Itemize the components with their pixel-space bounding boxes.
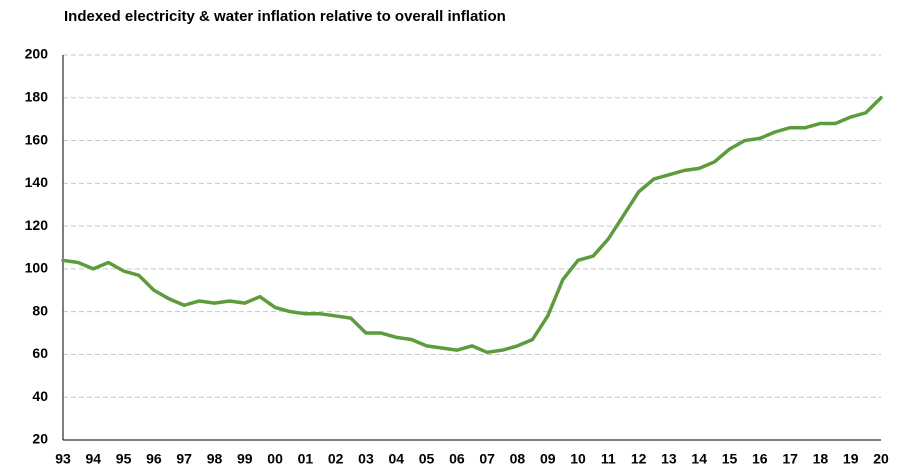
- chart-title: Indexed electricity & water inflation re…: [64, 8, 506, 25]
- x-tick-label: 12: [631, 451, 647, 467]
- x-tick-label: 97: [176, 451, 192, 467]
- x-tick-label: 09: [540, 451, 556, 467]
- x-tick-label: 19: [843, 451, 859, 467]
- y-tick-label: 120: [25, 217, 49, 233]
- x-tick-label: 99: [237, 451, 253, 467]
- x-tick-label: 00: [267, 451, 283, 467]
- x-tick-label: 06: [449, 451, 465, 467]
- x-tick-label: 05: [419, 451, 435, 467]
- x-tick-label: 94: [86, 451, 102, 467]
- x-tick-label: 96: [146, 451, 162, 467]
- x-tick-label: 93: [55, 451, 71, 467]
- y-tick-label: 100: [25, 260, 49, 276]
- x-tick-label: 07: [479, 451, 495, 467]
- x-tick-label: 03: [358, 451, 374, 467]
- x-tick-label: 11: [601, 451, 616, 467]
- y-tick-label: 40: [32, 388, 48, 404]
- x-tick-label: 17: [782, 451, 798, 467]
- y-tick-label: 160: [25, 131, 49, 147]
- x-tick-label: 18: [813, 451, 829, 467]
- x-tick-label: 13: [661, 451, 677, 467]
- x-tick-label: 20: [873, 451, 889, 467]
- x-tick-label: 98: [207, 451, 223, 467]
- x-tick-label: 10: [570, 451, 586, 467]
- y-tick-label: 180: [25, 88, 49, 104]
- y-tick-label: 200: [25, 46, 49, 62]
- y-tick-label: 20: [32, 431, 48, 447]
- x-tick-label: 04: [388, 451, 404, 467]
- x-tick-label: 15: [722, 451, 738, 467]
- y-tick-label: 60: [32, 345, 48, 361]
- x-tick-label: 16: [752, 451, 768, 467]
- x-tick-label: 95: [116, 451, 132, 467]
- x-tick-label: 14: [691, 451, 707, 467]
- line: [61, 96, 883, 355]
- x-tick-label: 08: [510, 451, 526, 467]
- x-tick-label: 01: [298, 451, 314, 467]
- y-tick-label: 80: [32, 302, 48, 318]
- y-tick-label: 140: [25, 174, 49, 190]
- x-tick-label: 02: [328, 451, 344, 467]
